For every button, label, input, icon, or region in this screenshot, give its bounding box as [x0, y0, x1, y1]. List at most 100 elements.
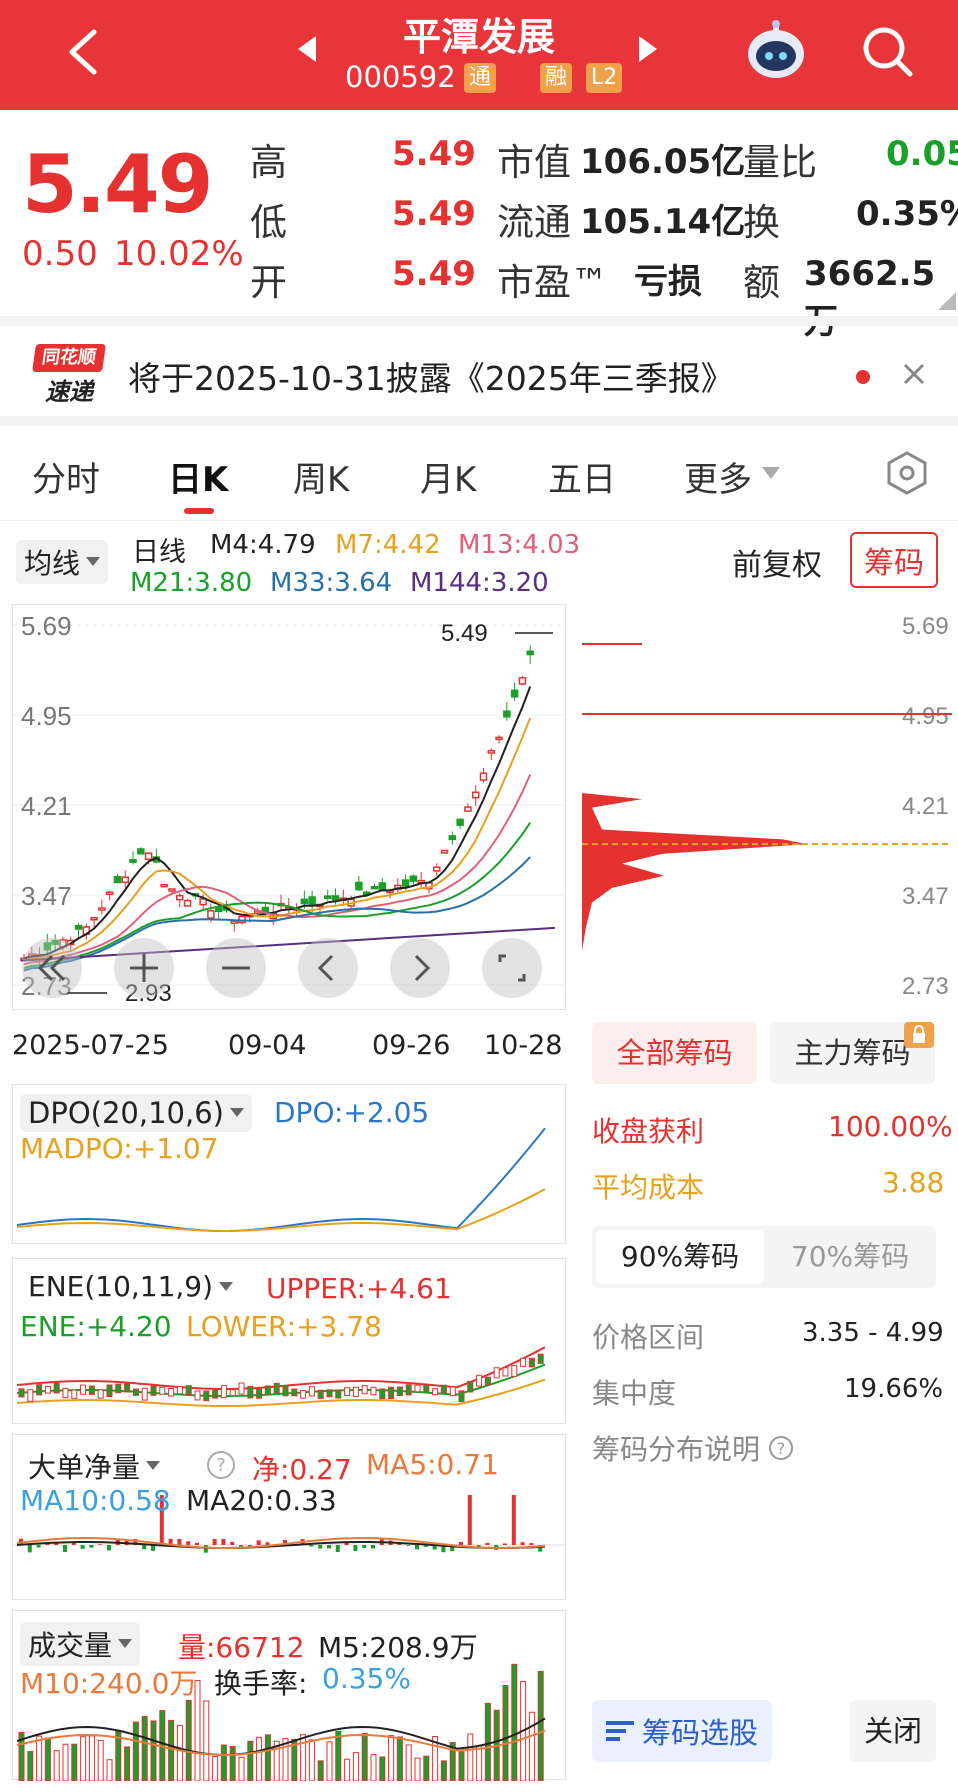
date-3: 09-26	[372, 1030, 451, 1061]
bigorder-bar	[89, 1545, 94, 1548]
bigorder-bar	[195, 1542, 199, 1545]
ene-candle	[476, 1374, 483, 1387]
ma33-line	[23, 856, 531, 972]
turnover-label: 换	[743, 201, 780, 244]
tab-90-chips[interactable]: 90%筹码	[596, 1230, 764, 1284]
l2-tag: L2	[586, 63, 623, 93]
close-chips-button[interactable]: 关闭	[850, 1700, 936, 1762]
bigorder-bar	[467, 1495, 472, 1545]
candle-body	[113, 875, 122, 884]
fullscreen-button[interactable]	[482, 938, 542, 998]
volume-bar	[344, 1758, 351, 1782]
low-marker-label: 2.93	[125, 980, 172, 1007]
close-notice-icon[interactable]	[902, 362, 926, 390]
volume-panel[interactable]	[12, 1610, 566, 1782]
candle-body	[355, 881, 363, 891]
volume-bar	[414, 1757, 421, 1782]
next-stock-icon[interactable]	[637, 34, 659, 68]
bigorder-dropdown-icon	[146, 1461, 161, 1470]
bigorder-help-icon[interactable]: ?	[206, 1450, 236, 1484]
bigorder-panel[interactable]	[12, 1434, 567, 1600]
scroll-start-button[interactable]	[22, 938, 82, 998]
kline-panel[interactable]: 5.69 4.95 4.21 3.47 2.73 5.49 2.93	[12, 604, 567, 1011]
ene-candle	[150, 1385, 157, 1396]
scroll-right-button[interactable]	[390, 938, 450, 998]
zoom-in-button[interactable]	[114, 938, 174, 998]
scroll-left-button[interactable]	[298, 938, 358, 998]
volume-bar	[132, 1721, 139, 1782]
dpo-selector[interactable]: DPO(20,10,6)	[20, 1094, 252, 1132]
zoom-out-button[interactable]	[206, 938, 266, 998]
tab-intraday[interactable]: 分时	[32, 460, 100, 500]
ene-candle	[528, 1357, 535, 1368]
ene-panel[interactable]	[12, 1258, 566, 1424]
candle-body	[160, 883, 168, 888]
high-marker-label: 5.49	[441, 620, 488, 647]
ma4-value: M4:4.79	[210, 530, 316, 560]
bigorder-ma10-value: MA10:0.58	[20, 1484, 171, 1517]
back-icon[interactable]	[62, 26, 106, 78]
ma144-value: M144:3.20	[410, 568, 549, 598]
tabs-divider	[0, 520, 958, 521]
chip-price-label: 4.21	[902, 793, 949, 820]
candle-body	[456, 818, 464, 826]
bigorder-bar	[265, 1542, 270, 1545]
turnover-value: 0.35%	[856, 194, 958, 234]
chips-tab-all[interactable]: 全部筹码	[592, 1022, 757, 1084]
app-header: 平潭发展 000592 通 融 L2	[0, 0, 958, 110]
tab-70-chips[interactable]: 70%筹码	[790, 1240, 910, 1273]
candle-body	[121, 876, 129, 884]
chips-select-button[interactable]: 筹码选股	[592, 1700, 772, 1762]
ene-candle	[282, 1385, 289, 1397]
tab-monthly-k[interactable]: 月K	[420, 460, 477, 500]
mcap-value: 106.05亿	[580, 142, 746, 182]
high-label: 高	[250, 141, 287, 184]
search-icon[interactable]	[860, 24, 914, 78]
ene-candle	[396, 1386, 403, 1397]
candle-body	[487, 749, 496, 754]
more-dropdown-icon[interactable]	[762, 466, 780, 485]
bigorder-selector[interactable]: 大单净量	[20, 1444, 169, 1488]
tab-weekly-k[interactable]: 周K	[293, 460, 350, 500]
pe-value: 亏损	[634, 262, 702, 302]
volume-selector[interactable]: 成交量	[20, 1622, 141, 1666]
lock-icon	[904, 1022, 934, 1048]
volume-bar	[335, 1730, 342, 1782]
date-2: 09-04	[228, 1030, 307, 1061]
candle-body	[230, 920, 239, 924]
ma-selector[interactable]: 均线	[16, 540, 109, 584]
bigorder-bar	[318, 1545, 323, 1549]
volume-ratio-label: 量比	[743, 141, 817, 184]
notice-bar[interactable]: 同花顺 速递 将于2025-10-31披露《2025年三季报》	[0, 316, 958, 426]
price-axis-label: 3.47	[21, 881, 72, 911]
settings-hex-icon[interactable]	[884, 450, 930, 500]
price-range-value: 3.35 - 4.99	[802, 1318, 944, 1348]
chips-toggle-button[interactable]: 筹码	[850, 532, 938, 588]
expand-corner-icon[interactable]	[938, 292, 956, 314]
prev-stock-icon[interactable]	[296, 34, 318, 68]
candle-body	[378, 882, 386, 891]
kline-chart[interactable]: 5.694.954.213.472.735.492.93	[13, 605, 567, 1011]
ene-dropdown-icon	[219, 1281, 234, 1291]
volume-bar	[168, 1719, 175, 1782]
ene-candle	[300, 1390, 307, 1399]
ene-selector[interactable]: ENE(10,11,9)	[20, 1268, 242, 1305]
ene-candle	[326, 1389, 333, 1398]
volume-bar	[440, 1760, 447, 1782]
ene-upper-value: UPPER:+4.61	[266, 1272, 452, 1305]
ene-candle	[229, 1389, 236, 1397]
tab-five-day[interactable]: 五日	[548, 460, 616, 500]
chips-explain-link[interactable]: 筹码分布说明 ?	[592, 1428, 794, 1468]
candle-body	[479, 772, 488, 781]
ene-candle	[53, 1382, 60, 1394]
volume-bar	[238, 1756, 245, 1782]
avg-cost-label: 平均成本	[592, 1171, 705, 1204]
dpo-panel[interactable]	[12, 1084, 566, 1244]
tab-daily-k[interactable]: 日K	[168, 460, 229, 500]
rong-tag: 融	[540, 63, 573, 93]
tab-more[interactable]: 更多	[684, 460, 752, 500]
volume-m10-line	[16, 1729, 546, 1757]
robot-assistant-icon[interactable]	[744, 20, 808, 82]
adjust-mode[interactable]: 前复权	[732, 548, 822, 583]
ene-upper-line	[16, 1346, 546, 1390]
